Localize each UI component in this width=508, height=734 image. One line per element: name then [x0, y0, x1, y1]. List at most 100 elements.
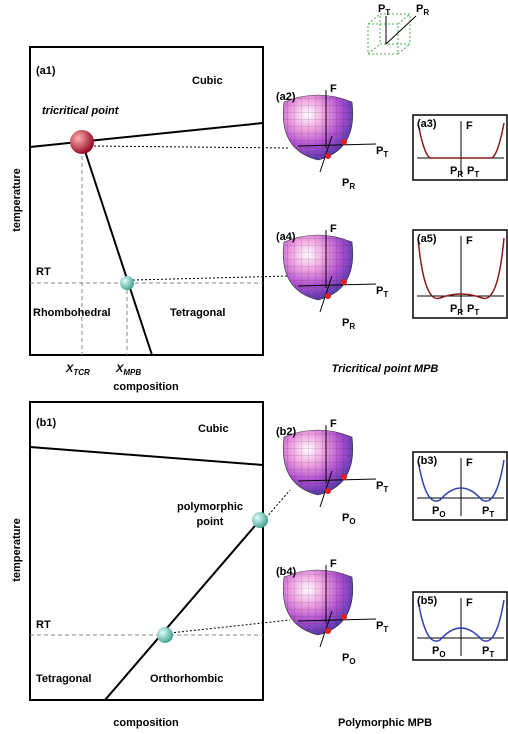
- phase-boundary: [30, 123, 263, 147]
- minimum: [325, 488, 331, 494]
- axis-label: F: [330, 83, 337, 95]
- cube-icon: [368, 14, 410, 54]
- surface-mesh: [283, 95, 353, 160]
- panel-label: (b3): [417, 455, 438, 467]
- subscript: T: [489, 650, 494, 659]
- figure: PTPR(a1)Cubictricritical pointtemperatur…: [0, 0, 508, 734]
- panel-label: (b2): [276, 426, 297, 438]
- panel-label: (a4): [276, 231, 296, 243]
- minimum: [325, 153, 331, 159]
- surface-mesh: [283, 235, 353, 300]
- axis-label: F: [466, 597, 473, 609]
- subscript: R: [349, 322, 355, 331]
- symbol: P: [376, 285, 383, 297]
- axis-label: PR: [342, 317, 355, 331]
- minimum: [341, 474, 347, 480]
- phase-boundary: [30, 447, 263, 465]
- axis-label: F: [466, 457, 473, 469]
- symbol: P: [342, 177, 349, 189]
- axis-label: PR: [342, 177, 355, 191]
- symbol: P: [342, 652, 349, 664]
- pointer: [170, 620, 290, 633]
- y-axis-label: temperature: [11, 168, 23, 232]
- symbol: P: [376, 480, 383, 492]
- axis-label: PR: [416, 3, 429, 17]
- axis-label: PT: [376, 285, 388, 299]
- panel-label: (b5): [417, 595, 438, 607]
- subscript: O: [439, 650, 445, 659]
- axis-label: F: [330, 418, 337, 430]
- axis-label: F: [466, 235, 473, 247]
- subscript: O: [349, 657, 355, 666]
- rt-label: RT: [36, 266, 51, 278]
- panel-label: (a5): [417, 233, 437, 245]
- pointer: [266, 490, 290, 518]
- mpb-point: [157, 627, 173, 643]
- phase-label: Cubic: [192, 75, 223, 87]
- axis-label: PT: [376, 620, 388, 634]
- arrow: [386, 16, 416, 44]
- symbol: P: [342, 512, 349, 524]
- caption: Polymorphic MPB: [338, 717, 432, 729]
- phase-label: Tetragonal: [36, 673, 91, 685]
- axis-label: PT: [376, 145, 388, 159]
- rt-label: RT: [36, 619, 51, 631]
- symbol: P: [482, 645, 489, 657]
- phase-boundary: [82, 142, 152, 355]
- x-mark: XMPB: [115, 363, 141, 377]
- symbol: P: [432, 505, 439, 517]
- pointer: [90, 146, 288, 148]
- symbol: P: [450, 165, 457, 177]
- symbol: P: [482, 505, 489, 517]
- subscript: TCR: [73, 368, 90, 377]
- phase-label: Tetragonal: [170, 307, 225, 319]
- panel-label: (a1): [36, 65, 56, 77]
- axis-label: F: [466, 120, 473, 132]
- axis-label: F: [330, 558, 337, 570]
- symbol: P: [450, 303, 457, 315]
- y-axis-label: temperature: [11, 518, 23, 582]
- tricritical-point: [70, 130, 94, 154]
- subscript: R: [423, 8, 429, 17]
- surface-mesh: [283, 430, 353, 495]
- minimum: [341, 139, 347, 145]
- x-mark: XTCR: [65, 363, 90, 377]
- minimum: [341, 279, 347, 285]
- point-label: point: [197, 516, 224, 528]
- minimum: [325, 628, 331, 634]
- axis-label: PT: [376, 480, 388, 494]
- subscript: T: [474, 170, 479, 179]
- symbol: P: [416, 3, 423, 15]
- axis-label: PT: [378, 3, 390, 17]
- panel-frame: [30, 402, 263, 700]
- subscript: R: [457, 308, 463, 317]
- minimum: [341, 614, 347, 620]
- subscript: T: [383, 625, 388, 634]
- panel-label: (b4): [276, 566, 297, 578]
- point-label: tricritical point: [42, 105, 120, 117]
- symbol: P: [432, 645, 439, 657]
- subscript: T: [474, 308, 479, 317]
- symbol: P: [467, 165, 474, 177]
- panel-label: (a3): [417, 118, 437, 130]
- subscript: R: [457, 170, 463, 179]
- symbol: P: [376, 145, 383, 157]
- symbol: P: [376, 620, 383, 632]
- subscript: T: [383, 485, 388, 494]
- axis-label: PO: [342, 512, 356, 526]
- panel-label: (a2): [276, 91, 296, 103]
- surface-mesh: [283, 570, 353, 635]
- symbol: P: [378, 3, 385, 15]
- subscript: O: [349, 517, 355, 526]
- subscript: T: [489, 510, 494, 519]
- panel-label: (b1): [36, 417, 57, 429]
- symbol: P: [467, 303, 474, 315]
- subscript: T: [385, 8, 390, 17]
- subscript: T: [383, 150, 388, 159]
- pointer: [133, 276, 290, 280]
- caption: Tricritical point MPB: [332, 363, 439, 375]
- axis-label: F: [330, 223, 337, 235]
- mpb-point: [120, 276, 134, 290]
- symbol: P: [342, 317, 349, 329]
- phase-label: Rhombohedral: [33, 307, 111, 319]
